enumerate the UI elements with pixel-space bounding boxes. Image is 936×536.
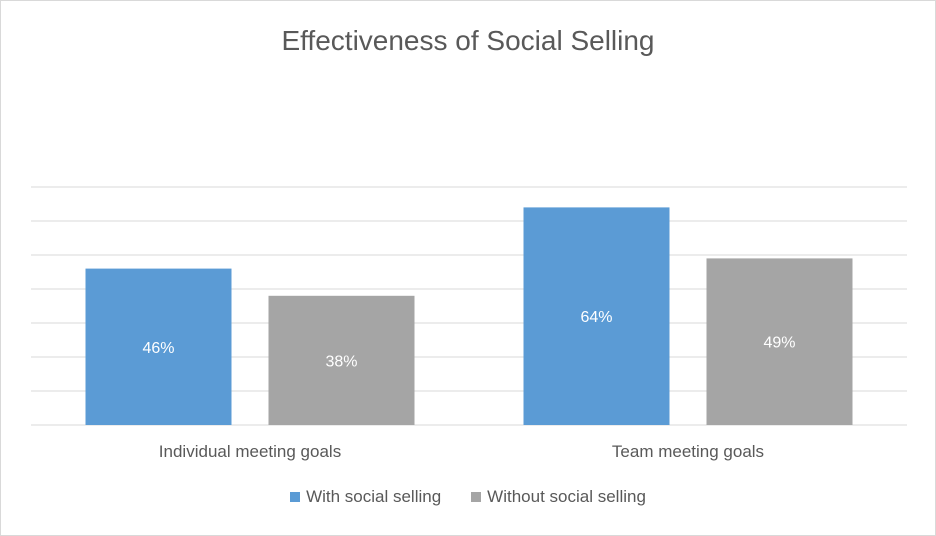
data-label-without-0: 38%	[325, 353, 357, 370]
legend-swatch-with	[290, 492, 301, 502]
category-labels: Individual meeting goals Team meeting goa…	[159, 442, 764, 461]
bar-labels: 46% 38% 64% 49%	[142, 309, 795, 370]
legend-item-with: With social selling	[290, 487, 441, 507]
data-label-with-0: 46%	[142, 340, 174, 357]
category-label-1: Team meeting goals	[612, 442, 764, 461]
legend: With social selling Without social selli…	[1, 487, 935, 507]
legend-label-without: Without social selling	[487, 487, 646, 506]
legend-label-with: With social selling	[306, 487, 442, 506]
category-label-0: Individual meeting goals	[159, 442, 341, 461]
data-label-with-1: 64%	[580, 309, 612, 326]
data-label-without-1: 49%	[763, 335, 795, 352]
legend-swatch-without	[471, 492, 482, 502]
chart-title: Effectiveness of Social Selling	[281, 25, 655, 56]
bar-with-0	[85, 268, 232, 425]
bar-with-1	[523, 207, 670, 425]
bars	[85, 207, 853, 425]
bar-without-0	[268, 295, 415, 425]
legend-item-without: Without social selling	[471, 487, 646, 507]
bar-without-1	[706, 258, 853, 425]
